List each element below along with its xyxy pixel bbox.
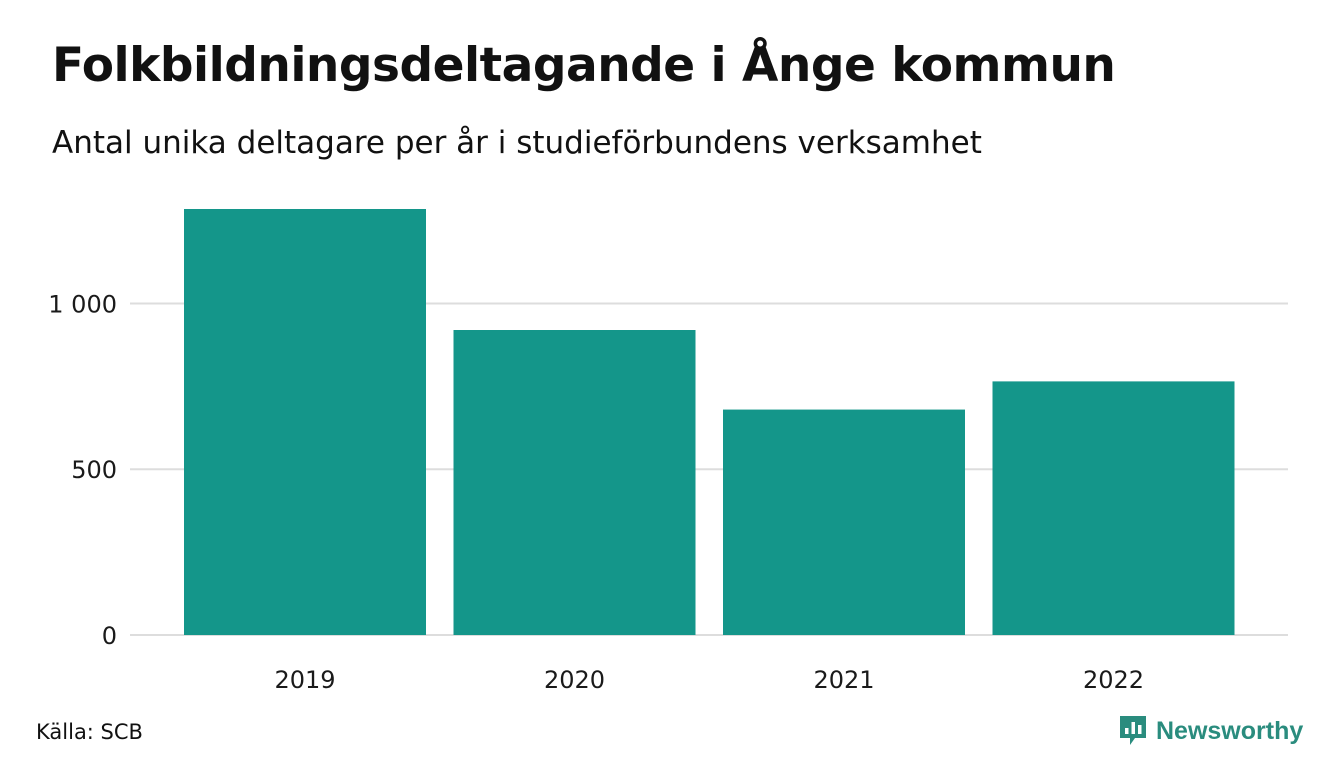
y-axis-ticks: 0 500 1 000 — [48, 290, 117, 650]
y-tick-label: 0 — [102, 622, 117, 650]
x-tick-label-2020: 2020 — [544, 666, 605, 694]
y-tick-label: 1 000 — [48, 290, 117, 318]
y-tick-label: 500 — [71, 456, 117, 484]
bar-2019 — [184, 209, 426, 635]
source-note: Källa: SCB — [36, 720, 143, 744]
bar-chart-speech-bubble-icon — [1120, 716, 1146, 745]
brand-logo: Newsworthy — [1118, 714, 1303, 748]
x-tick-label-2022: 2022 — [1083, 666, 1144, 694]
x-axis-ticks: 2019 2020 2021 2022 — [274, 666, 1144, 694]
x-tick-label-2019: 2019 — [274, 666, 335, 694]
bar-2021 — [723, 409, 965, 635]
chart-title: Folkbildningsdeltagande i Ånge kommun — [52, 38, 1116, 93]
chart-subtitle: Antal unika deltagare per år i studieför… — [52, 125, 982, 161]
brand-name: Newsworthy — [1156, 716, 1304, 745]
bar-2020 — [453, 330, 696, 635]
x-tick-label-2021: 2021 — [813, 666, 874, 694]
bars — [184, 209, 1235, 635]
bar-2022 — [992, 381, 1235, 635]
